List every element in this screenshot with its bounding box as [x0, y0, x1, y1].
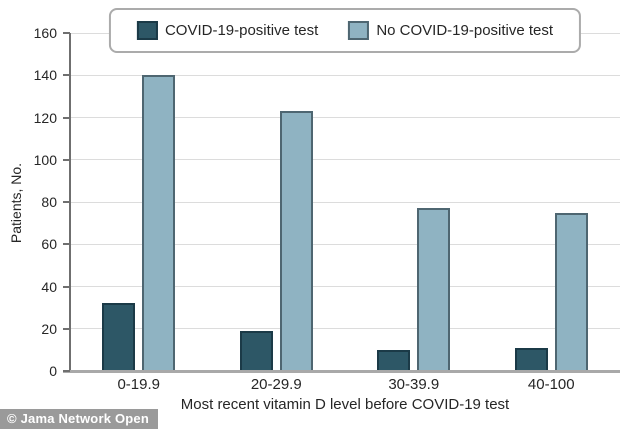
y-tick-label-60: 60 — [41, 236, 57, 253]
x-axis-line — [63, 370, 620, 373]
legend-label: COVID-19-positive test — [164, 22, 319, 39]
gridline-40 — [70, 286, 620, 287]
y-tick-mark-100 — [63, 158, 70, 161]
legend-swatch-icon — [136, 21, 158, 40]
legend-item-no-covid-19-positive-test: No COVID-19-positive test — [348, 21, 553, 40]
legend: COVID-19-positive test No COVID-19-positi… — [108, 8, 582, 53]
gridline-60 — [70, 243, 620, 245]
y-tick-mark-0 — [63, 370, 70, 372]
y-tick-label-40: 40 — [41, 278, 57, 295]
bar-groups — [70, 33, 620, 371]
plot-area — [70, 32, 620, 371]
legend-item-covid-19-positive-test: COVID-19-positive test — [136, 21, 319, 40]
y-tick-mark-120 — [63, 116, 70, 119]
bar-no-covid-19-positive-test-20-29.9 — [279, 111, 313, 371]
y-tick-label-160: 160 — [33, 25, 57, 41]
y-tick-label-100: 100 — [33, 151, 57, 168]
y-tick-mark-60 — [63, 243, 70, 246]
y-axis-line — [69, 33, 71, 372]
x-category-label-40-100: 40-100 — [527, 376, 575, 393]
y-tick-mark-80 — [63, 201, 70, 203]
bar-no-covid-19-positive-test-30-39.9 — [417, 208, 451, 371]
bar-group-40-100 — [483, 33, 621, 371]
y-tick-mark-160 — [63, 32, 70, 34]
gridline-100 — [70, 159, 620, 161]
gridline-80 — [70, 201, 620, 203]
bar-group-0-19.9 — [70, 33, 208, 371]
bar-group-30-39.9 — [345, 33, 483, 371]
gridline-120 — [70, 117, 620, 118]
legend-label: No COVID-19-positive test — [376, 22, 554, 39]
x-axis-title: Most recent vitamin D level before COVID… — [180, 396, 510, 413]
y-tick-mark-140 — [63, 74, 70, 77]
bar-group-20-29.9 — [208, 33, 346, 371]
y-tick-mark-40 — [63, 285, 70, 288]
x-category-label-30-39.9: 30-39.9 — [388, 376, 440, 393]
y-tick-mark-20 — [63, 327, 70, 330]
watermark: © Jama Network Open — [0, 409, 158, 429]
bar-no-covid-19-positive-test-40-100 — [554, 213, 588, 371]
y-tick-label-20: 20 — [41, 320, 57, 337]
bar-covid-19-positive-test-40-100 — [514, 348, 548, 371]
x-category-labels: 0-19.9 20-29.9 30-39.9 40-100 — [70, 376, 620, 393]
y-tick-label-80: 80 — [41, 194, 57, 210]
bar-covid-19-positive-test-30-39.9 — [377, 350, 411, 371]
x-category-label-0-19.9: 0-19.9 — [117, 376, 161, 393]
x-category-label-20-29.9: 20-29.9 — [250, 376, 302, 393]
legend-swatch-icon — [348, 21, 370, 40]
y-tick-label-0: 0 — [49, 363, 57, 379]
y-tick-label-140: 140 — [33, 67, 57, 84]
bar-covid-19-positive-test-20-29.9 — [239, 331, 273, 371]
gridline-140 — [70, 74, 620, 76]
bar-no-covid-19-positive-test-0-19.9 — [142, 75, 176, 371]
y-tick-label-120: 120 — [33, 109, 57, 126]
gridline-20 — [70, 328, 620, 330]
bar-covid-19-positive-test-0-19.9 — [102, 303, 136, 371]
